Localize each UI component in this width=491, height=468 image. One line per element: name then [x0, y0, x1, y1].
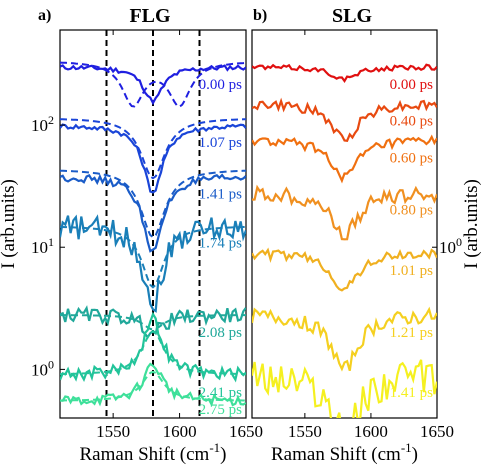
- series-line-0-00-ps: [60, 64, 246, 106]
- x-tick-label: 1550: [288, 422, 322, 441]
- y-tick-label: 100: [31, 357, 54, 379]
- series-line-1-01-ps: [252, 247, 437, 292]
- series-line-2-75-ps: [60, 362, 246, 408]
- series-line-0-60-ps: [252, 134, 437, 184]
- series-label: 0.00 ps: [390, 77, 434, 93]
- series-line-1-07-ps: [60, 123, 246, 194]
- series-line-1-41-ps: [60, 173, 246, 253]
- series-fit-1-41-ps: [60, 169, 246, 239]
- series-line-2-41-ps: [60, 311, 246, 383]
- panel-label: a): [38, 7, 51, 24]
- series-label: 1.01 ps: [390, 263, 434, 279]
- series-label: 0.00 ps: [199, 77, 243, 93]
- series-label: 1.07 ps: [199, 135, 243, 151]
- panel-slg: 0.00 ps 0.40 ps 0.60 ps 0.80 ps 1.01 ps 1.21 …: [251, 5, 482, 465]
- series-fit-1-07-ps: [60, 118, 246, 180]
- x-tick-label: 1600: [354, 422, 388, 441]
- series-label: 1.41 ps: [199, 186, 243, 202]
- series-label: 0.80 ps: [390, 203, 434, 219]
- series-line-0-80-ps: [252, 184, 437, 241]
- series-fit-0-00-ps: [60, 61, 246, 108]
- y-tick-label: 100: [439, 235, 462, 257]
- y-axis-label: I (arb.units): [0, 179, 19, 269]
- axes-frame: [251, 29, 438, 419]
- y-axis-label: I (arb.units): [461, 179, 482, 269]
- series-label: 2.08 ps: [199, 325, 243, 341]
- series-label: 1.41 ps: [390, 385, 434, 401]
- x-axis-label: Raman Shift (cm-1): [80, 440, 227, 465]
- plot-area: 0.00 ps 0.40 ps 0.60 ps 0.80 ps 1.01 ps 1.21 …: [252, 63, 437, 418]
- series-fit-2-75-ps: [60, 370, 246, 402]
- series-line-0-40-ps: [252, 97, 437, 142]
- series-line-1-21-ps: [252, 306, 437, 372]
- series-line-1-74-ps: [60, 214, 246, 313]
- series-label: 1.21 ps: [390, 325, 434, 341]
- panel-title: SLG: [332, 5, 372, 27]
- y-tick-label: 102: [31, 113, 54, 135]
- x-tick-label: 1650: [229, 422, 263, 441]
- series-label: 0.60 ps: [390, 150, 434, 166]
- panel-title: FLG: [129, 5, 171, 27]
- x-axis-label: Raman Shift (cm-1): [271, 440, 418, 465]
- y-tick-label: 101: [31, 235, 54, 257]
- x-tick-label: 1550: [96, 422, 130, 441]
- x-tick-label: 1600: [163, 422, 197, 441]
- panel-flg: 0.00 ps 1.07 ps 1.41 ps 1.74 ps 2.08 ps 2.41 …: [0, 5, 263, 465]
- series-label: 2.75 ps: [199, 402, 243, 418]
- panel-label: b): [253, 7, 267, 24]
- plot-area: 0.00 ps 1.07 ps 1.41 ps 1.74 ps 2.08 ps 2.41 …: [60, 30, 246, 418]
- series-label: 1.74 ps: [199, 236, 243, 252]
- series-line-1-41-ps: [252, 359, 437, 418]
- series-line-0-00-ps: [252, 63, 437, 83]
- series-label: 0.40 ps: [390, 114, 434, 130]
- series-fit-1-74-ps: [60, 225, 246, 289]
- series-label: 2.41 ps: [199, 385, 243, 401]
- x-tick-label: 1650: [420, 422, 454, 441]
